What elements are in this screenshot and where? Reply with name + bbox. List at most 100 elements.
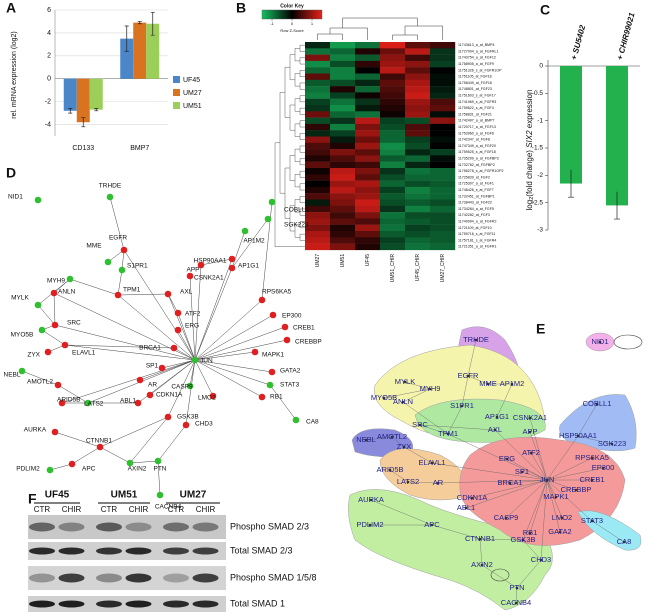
row-label: 11751105_at_FGF18 <box>458 75 492 79</box>
edges <box>21 196 297 496</box>
node <box>268 198 276 206</box>
node-label: ELAVL1 <box>72 350 96 357</box>
edge <box>117 269 123 296</box>
node <box>368 523 372 527</box>
heatmap-cell <box>355 237 381 244</box>
edge <box>177 329 196 361</box>
panel-label: C <box>540 2 550 18</box>
row-label: 11759622_s_at_FGF4 <box>458 106 494 110</box>
node <box>528 531 532 535</box>
row-label: 11746426_s_at_FGF7 <box>458 188 494 192</box>
error-bar <box>124 25 129 52</box>
edge <box>431 524 481 540</box>
node-label: S1PR1 <box>450 401 474 410</box>
heatmap-cell <box>355 199 381 206</box>
node-label: TRHDE <box>99 183 122 190</box>
heatmap-cell <box>430 212 456 219</box>
x-tick-label: CD133 <box>72 145 94 152</box>
node-label: MYLK <box>11 295 29 302</box>
band <box>192 522 219 532</box>
node <box>510 382 514 386</box>
node-label: GATA2 <box>548 527 571 536</box>
heatmap-cell <box>430 48 456 55</box>
node <box>369 498 373 502</box>
node-label: AR <box>148 382 157 389</box>
node <box>486 382 490 386</box>
heatmap-cell <box>430 73 456 80</box>
heatmap-cell <box>405 237 431 244</box>
heatmap-cell <box>305 212 331 219</box>
node-label: LMO2 <box>198 395 216 402</box>
node <box>401 400 405 404</box>
node <box>154 457 162 465</box>
heatmap-cell <box>405 205 431 213</box>
edge <box>194 359 214 397</box>
node <box>182 421 190 429</box>
edge <box>530 452 548 481</box>
heatmap-cell <box>330 54 356 62</box>
heatmap-cell <box>430 155 456 162</box>
node <box>406 480 410 484</box>
node <box>44 348 52 356</box>
edge <box>189 275 196 361</box>
node-label: MME <box>479 379 497 388</box>
node <box>560 516 564 520</box>
node <box>120 246 128 254</box>
error-bar <box>94 108 99 112</box>
legend-label: UM51 <box>183 103 202 110</box>
column-label: UM27_CHIR <box>440 254 446 283</box>
edge <box>53 278 71 294</box>
dendrogram <box>294 174 300 188</box>
edge <box>157 424 187 462</box>
column-label: UF45_CHIR <box>415 254 421 282</box>
dendrogram <box>279 92 285 194</box>
heatmap-cell <box>405 199 431 206</box>
node <box>266 381 274 389</box>
node-label: BRCA1 <box>497 478 522 487</box>
node-label: NID1 <box>591 337 608 346</box>
node <box>590 478 594 482</box>
heatmap-cell <box>355 123 381 131</box>
dendrogram <box>299 107 305 115</box>
node-label: CACNB4 <box>155 504 182 511</box>
y-tick-label: -2 <box>45 98 51 105</box>
x-tick-label: BMP7 <box>130 145 149 152</box>
dendrogram <box>294 98 300 112</box>
node-label: ERG <box>185 323 199 330</box>
heatmap-cell <box>380 111 406 118</box>
node-label: MYLK <box>395 377 415 386</box>
key-tick-label: -1 <box>270 21 274 26</box>
self-loop <box>613 334 643 350</box>
heatmap-cell <box>305 86 331 93</box>
node-label: APC <box>424 520 440 529</box>
edge <box>71 446 101 465</box>
legend-label: UM27 <box>183 90 202 97</box>
heatmap-cell <box>330 92 356 99</box>
error-bar <box>81 117 86 128</box>
heatmap-cell <box>330 205 356 213</box>
node-label: PDLIM2 <box>356 520 383 529</box>
node <box>264 215 272 223</box>
y-tick-label: -4 <box>45 121 51 128</box>
node-label: HSP90AA1 <box>194 258 227 265</box>
band <box>125 547 152 555</box>
heatmap-cell <box>305 149 331 156</box>
dendrogram <box>299 57 305 65</box>
heatmap-cell <box>330 149 356 156</box>
heatmap-cell <box>355 186 381 194</box>
node <box>268 368 276 376</box>
heatmap-cell <box>355 205 381 213</box>
edge <box>516 559 542 589</box>
node <box>554 495 558 499</box>
band <box>29 600 55 608</box>
node <box>466 374 470 378</box>
node-label: AURKA <box>24 427 47 434</box>
heatmap-cell <box>430 161 456 169</box>
edge <box>402 401 449 435</box>
heatmap-cell <box>430 92 456 99</box>
row-label: 11756278_s_at_FGFR1OP2 <box>458 169 503 173</box>
node <box>520 470 524 474</box>
node <box>388 468 392 472</box>
dendrogram <box>299 196 305 203</box>
